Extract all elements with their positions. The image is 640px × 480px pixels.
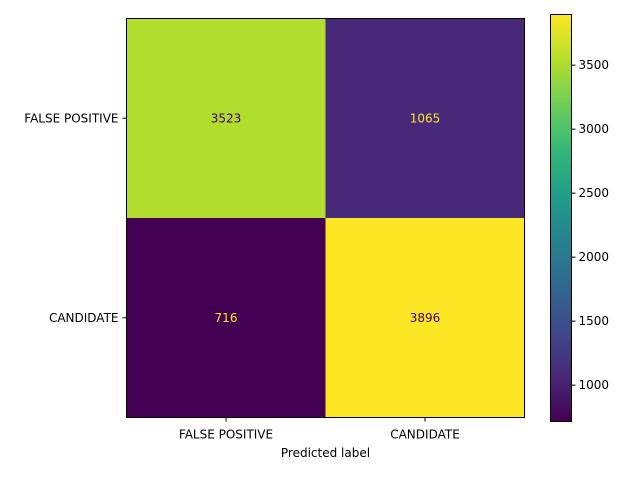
colorbar-tick-label: 1500 bbox=[579, 314, 610, 328]
matrix-cell-labels: 3523 1065 716 3896 bbox=[211, 111, 441, 325]
matrix-cell-r0-c0 bbox=[126, 18, 326, 219]
plot-frame bbox=[126, 18, 525, 418]
colorbar-ticks: 1000 1500 2000 2500 3000 3500 bbox=[571, 58, 610, 392]
matrix-cells bbox=[126, 18, 525, 418]
y-axis-ticks: FALSE POSITIVE CANDIDATE bbox=[24, 111, 127, 325]
x-tick-label: CANDIDATE bbox=[390, 428, 460, 442]
y-tick-label: CANDIDATE bbox=[49, 311, 119, 325]
y-tick-label: FALSE POSITIVE bbox=[24, 111, 118, 125]
colorbar-tick-label: 2000 bbox=[579, 250, 610, 264]
cell-value-r0-c1: 1065 bbox=[410, 111, 441, 125]
x-axis-ticks: FALSE POSITIVE CANDIDATE bbox=[179, 417, 460, 442]
matrix-cell-r0-c1 bbox=[325, 18, 525, 219]
cell-value-r0-c0: 3523 bbox=[211, 111, 242, 125]
cell-value-r1-c1: 3896 bbox=[410, 311, 441, 325]
x-tick-label: FALSE POSITIVE bbox=[179, 428, 273, 442]
colorbar-tick-label: 1000 bbox=[579, 378, 610, 392]
x-axis-label: Predicted label bbox=[281, 446, 370, 460]
cell-value-r1-c0: 716 bbox=[215, 311, 238, 325]
matrix-cell-r1-c0 bbox=[126, 218, 326, 418]
colorbar-tick-label: 2500 bbox=[579, 186, 610, 200]
matrix-cell-r1-c1 bbox=[325, 218, 525, 418]
colorbar-tick-label: 3000 bbox=[579, 122, 610, 136]
colorbar bbox=[550, 14, 572, 422]
colorbar-tick-label: 3500 bbox=[579, 58, 610, 72]
